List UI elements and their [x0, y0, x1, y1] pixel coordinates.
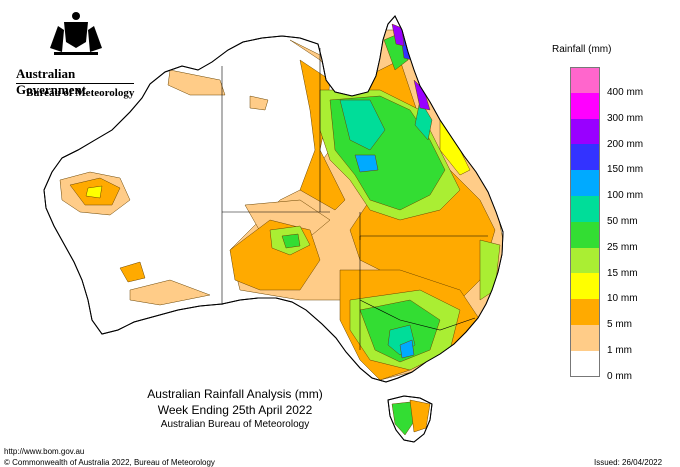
- legend-swatch: [570, 221, 600, 248]
- legend-item: 10 mm: [570, 273, 680, 304]
- map-caption: Australian Rainfall Analysis (mm) Week E…: [120, 386, 350, 432]
- legend-title: Rainfall (mm): [552, 44, 612, 55]
- rainfall-legend: 400 mm 300 mm 200 mm 150 mm 100 mm 50 mm 25 mm…: [570, 67, 680, 382]
- legend-item: 15 mm: [570, 247, 680, 279]
- bureau-label: Bureau of Meteorology: [26, 87, 135, 99]
- caption-period: Week Ending 25th April 2022: [157, 403, 313, 417]
- legend-label: 50 mm: [607, 215, 638, 227]
- caption-source: Australian Bureau of Meteorology: [160, 419, 310, 430]
- legend-swatch: [570, 170, 600, 196]
- legend-label: 5 mm: [607, 319, 632, 331]
- government-label: Australian Government: [16, 66, 87, 97]
- legend-swatch: [570, 299, 600, 325]
- legend-label: 150 mm: [607, 164, 644, 176]
- caption-title: Australian Rainfall Analysis (mm): [147, 387, 323, 401]
- rainfall-shading: [59, 23, 503, 436]
- legend-item: 25 mm: [570, 221, 680, 253]
- legend-label: 100 mm: [607, 190, 644, 202]
- legend-swatch: [570, 247, 600, 274]
- legend-item: 400 mm: [570, 67, 680, 98]
- footer-copyright: © Commonwealth of Australia 2022, Bureau…: [4, 458, 215, 467]
- legend-label: 10 mm: [607, 293, 638, 305]
- state-borders: [221, 48, 488, 350]
- legend-label: 200 mm: [607, 138, 644, 150]
- legend-label: 0 mm: [607, 370, 632, 382]
- legend-label: 400 mm: [607, 87, 644, 98]
- legend-swatch: [570, 144, 600, 171]
- legend-swatch: [570, 118, 600, 145]
- footer-issued: Issued: 26/04/2022: [594, 458, 663, 467]
- coat-of-arms-icon: [50, 12, 102, 55]
- legend-label: 25 mm: [607, 241, 638, 253]
- header-divider: [16, 83, 134, 84]
- legend-item: 1 mm: [570, 324, 680, 356]
- legend-item: 5 mm: [570, 299, 680, 330]
- legend-item: 50 mm: [570, 195, 680, 227]
- legend-item: 300 mm: [570, 92, 680, 124]
- legend-item: 200 mm: [570, 118, 680, 150]
- legend-swatch: [570, 324, 600, 351]
- legend-label: 300 mm: [607, 112, 644, 124]
- government-header: Australian Government Bureau of Meteorol…: [8, 8, 138, 99]
- footer-url[interactable]: http://www.bom.gov.au: [4, 447, 85, 456]
- legend-label: 15 mm: [607, 267, 638, 279]
- legend-item: 100 mm: [570, 170, 680, 201]
- legend-swatch: [570, 67, 600, 93]
- legend-swatch: [570, 92, 600, 119]
- legend-swatch: [570, 350, 600, 377]
- legend-swatch: [570, 195, 600, 222]
- legend-label: 1 mm: [607, 344, 632, 356]
- legend-item: 0 mm: [570, 350, 680, 382]
- legend-item: 150 mm: [570, 144, 680, 175]
- legend-swatch: [570, 273, 600, 300]
